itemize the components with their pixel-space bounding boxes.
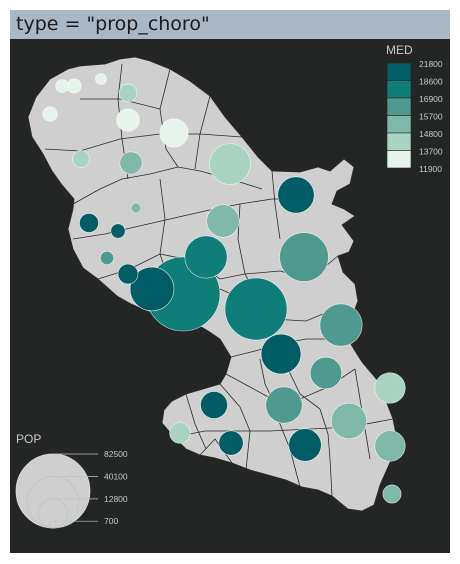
- legend-med: MED 21800 18600 16900 15700 14800 13700 11900: [386, 43, 443, 174]
- commune-symbol: [265, 386, 303, 424]
- commune-symbol: [95, 73, 107, 85]
- commune-symbol: [309, 356, 343, 390]
- legend-pop: POP 82500 40100 12800 700: [15, 432, 128, 529]
- map-title: type = "prop_choro": [16, 13, 210, 35]
- commune-symbol: [129, 266, 175, 312]
- proportional-symbols: [42, 73, 406, 504]
- commune-symbol: [382, 484, 402, 504]
- commune-symbol: [288, 428, 322, 462]
- commune-symbol: [218, 430, 244, 456]
- commune-symbol: [330, 402, 368, 440]
- legend-pop-value-label: 700: [104, 516, 118, 526]
- legend-med-title: MED: [386, 43, 413, 57]
- legend-pop-value-label: 12800: [104, 494, 128, 504]
- commune-symbol: [118, 83, 138, 103]
- commune-symbol: [55, 79, 69, 93]
- legend-med-break-label: 11900: [419, 164, 442, 174]
- commune-symbol: [206, 204, 240, 238]
- commune-symbol: [260, 333, 302, 375]
- legend-med-break-label: 14800: [419, 129, 443, 139]
- commune-symbol: [66, 78, 82, 94]
- commune-symbol: [79, 213, 99, 233]
- legend-pop-circle: [15, 453, 91, 529]
- map-title-bar: type = "prop_choro": [10, 10, 450, 39]
- commune-symbol: [159, 118, 189, 148]
- commune-symbol: [117, 263, 139, 285]
- legend-pop-value-label: 82500: [104, 449, 128, 459]
- commune-symbol: [209, 143, 251, 185]
- commune-symbol: [319, 303, 363, 347]
- legend-med-break-label: 13700: [419, 147, 443, 157]
- legend-pop-title: POP: [16, 432, 41, 446]
- legend-med-break-label: 16900: [419, 94, 443, 104]
- commune-symbol: [279, 232, 329, 282]
- commune-symbol: [374, 430, 406, 462]
- legend-med-break-label: 15700: [419, 112, 443, 122]
- commune-symbol: [110, 223, 126, 239]
- commune-symbol: [277, 176, 315, 214]
- legend-med-swatch: [386, 115, 412, 134]
- map-panel: MED 21800 18600 16900 15700 14800 13700 11900 …: [10, 39, 450, 553]
- legend-pop-value-label: 40100: [104, 471, 128, 481]
- legend-med-swatch: [386, 80, 412, 99]
- commune-symbol: [374, 372, 406, 404]
- commune-symbol: [42, 106, 58, 122]
- legend-med-break-label: 21800: [419, 59, 443, 69]
- legend-med-swatch: [386, 150, 412, 169]
- legend-med-swatch: [386, 97, 412, 116]
- legend-med-swatch: [386, 132, 412, 151]
- commune-symbol: [119, 151, 143, 175]
- commune-symbol: [224, 277, 288, 341]
- commune-symbol: [116, 108, 140, 132]
- legend-med-break-label: 18600: [419, 77, 443, 87]
- map-canvas: MED 21800186001690015700148001370011900 …: [15, 43, 443, 529]
- commune-symbol: [72, 150, 90, 168]
- commune-symbol: [130, 202, 142, 214]
- commune-symbol: [184, 235, 228, 279]
- commune-symbol: [169, 422, 191, 444]
- commune-symbol: [100, 251, 114, 265]
- legend-med-swatch: [386, 62, 412, 81]
- commune-symbol: [200, 391, 228, 419]
